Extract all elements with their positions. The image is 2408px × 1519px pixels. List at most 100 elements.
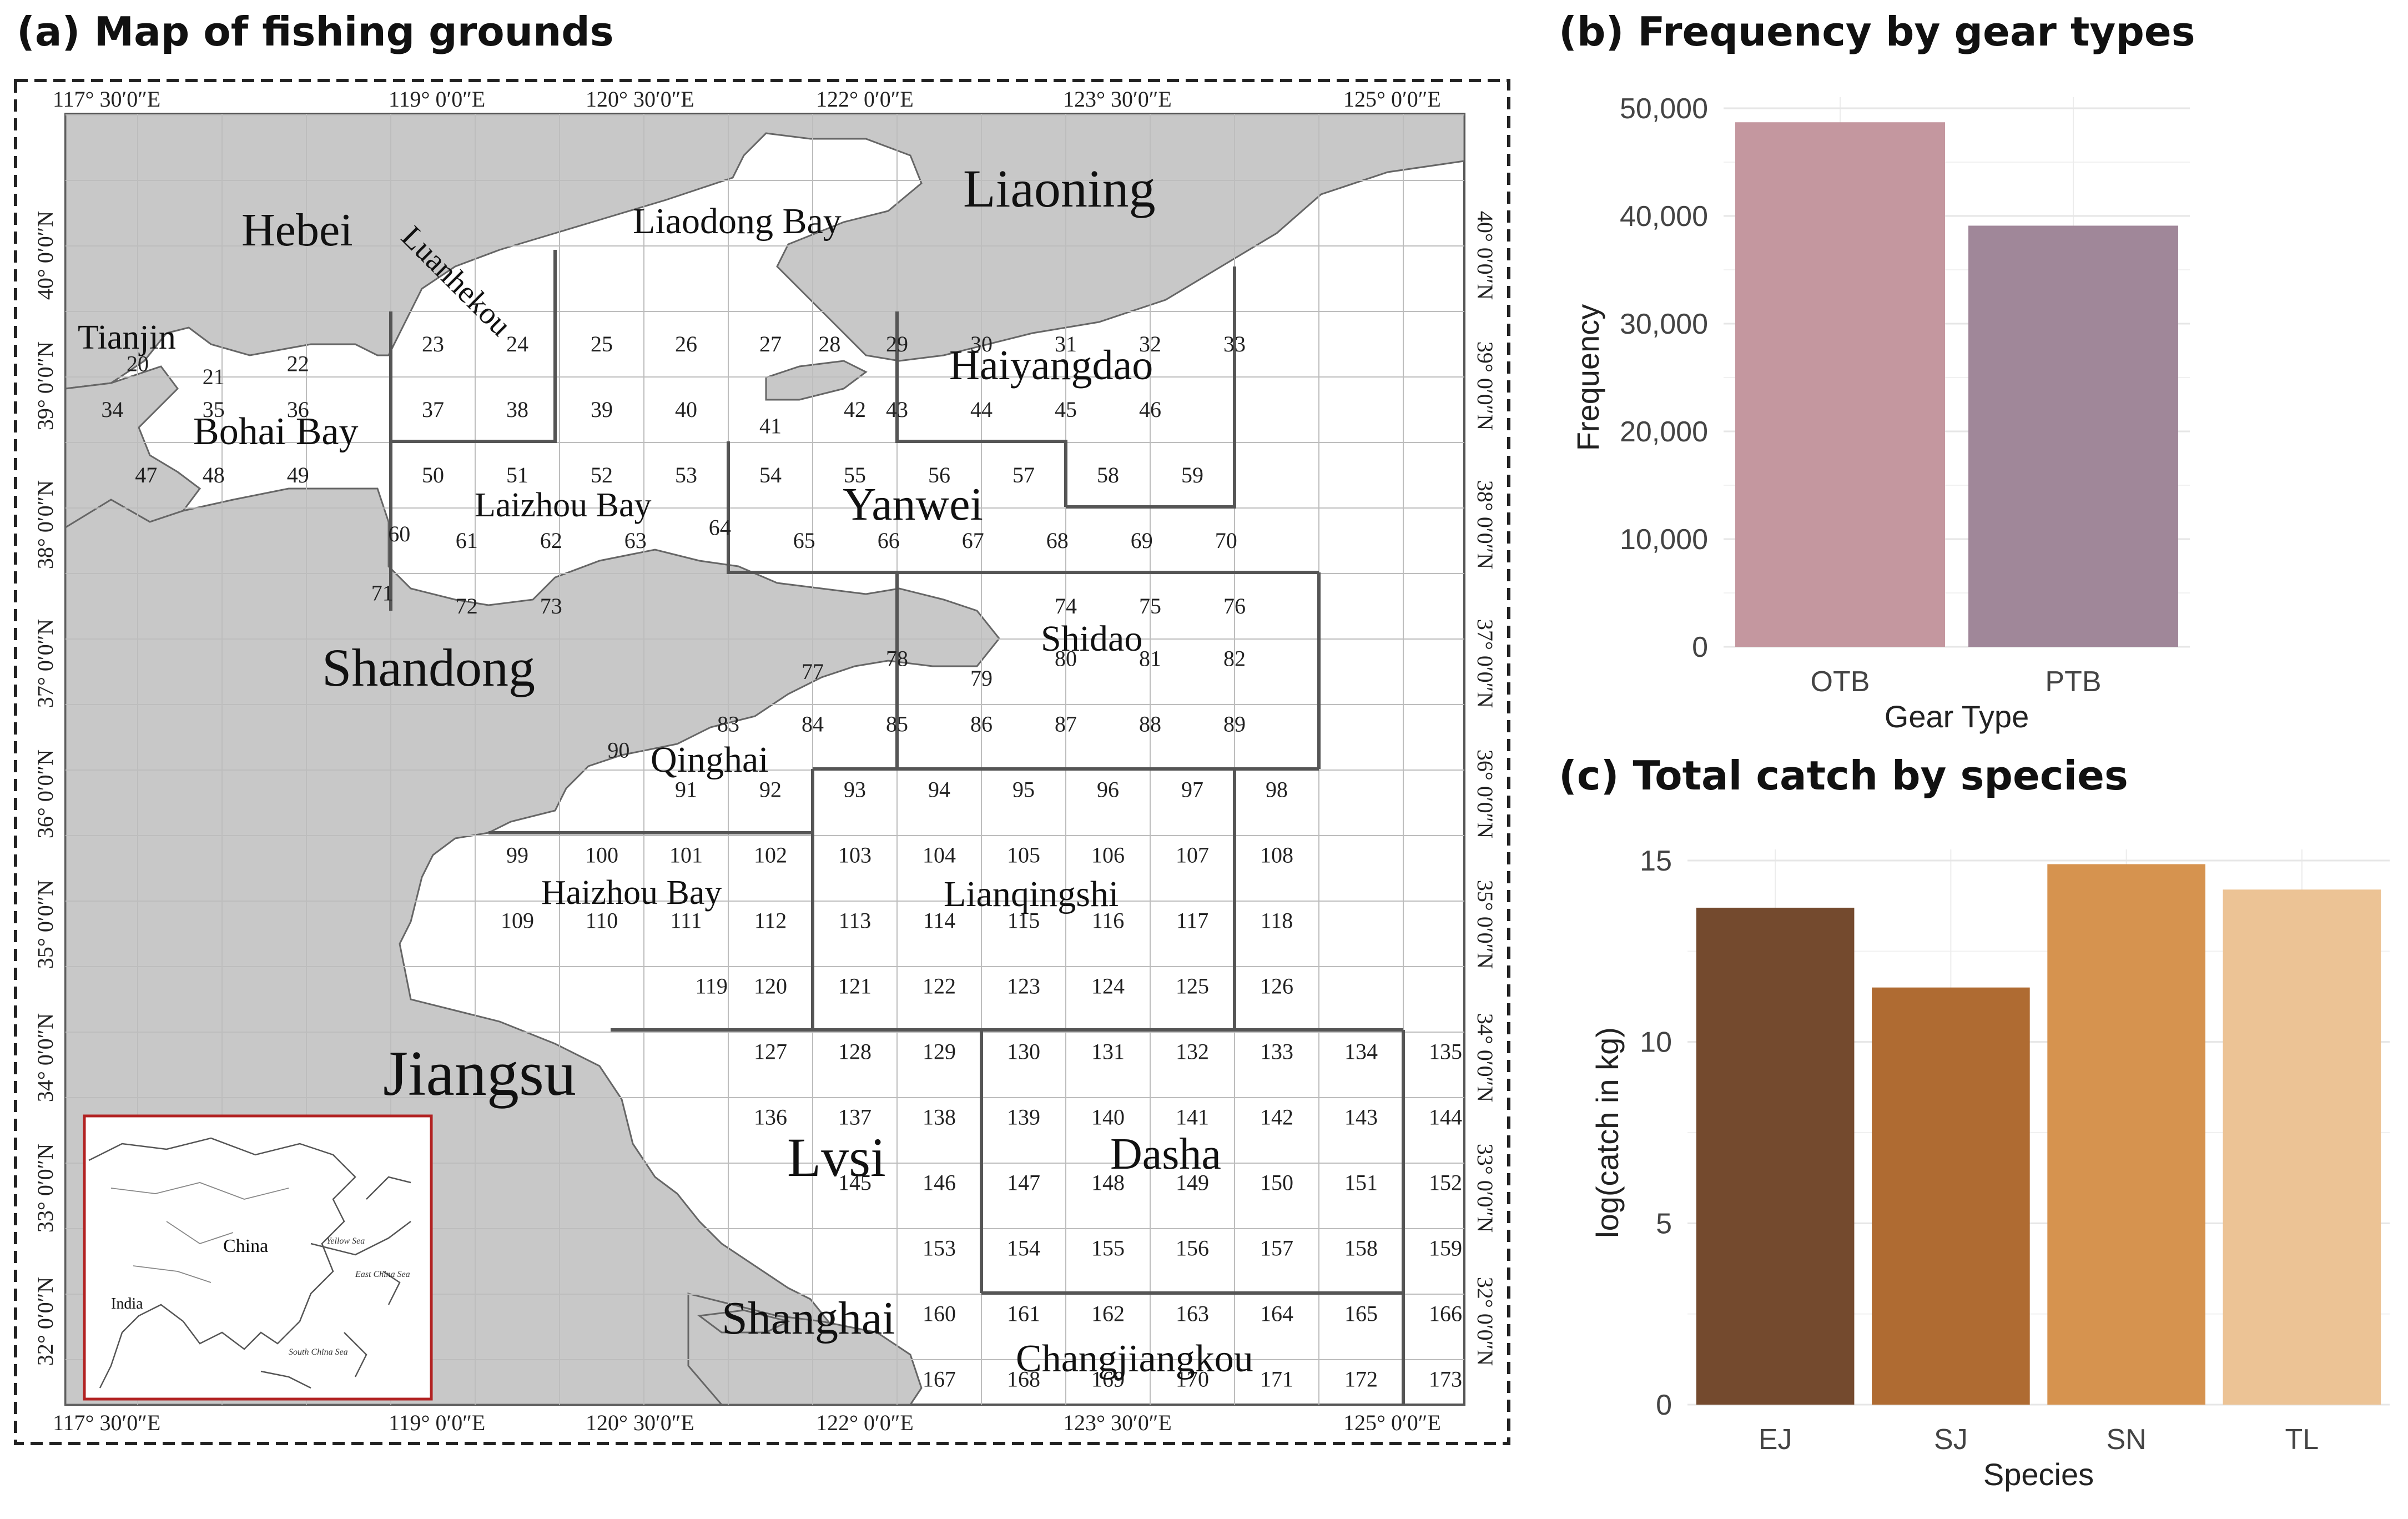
x-tick-label: TL [2285,1424,2319,1456]
grid-cell-number: 95 [1012,777,1035,802]
grid-cell-number: 152 [1429,1170,1462,1195]
lat-label-right: 36° 0′0″N [1473,750,1498,838]
grid-cell-number: 65 [793,528,815,553]
bar-otb [1735,122,1945,647]
lon-label-bottom: 117° 30′0″E [53,1410,160,1435]
inset-frame [83,1114,433,1401]
bar-tl [2223,889,2381,1405]
inset-label-china: China [223,1236,268,1256]
grid-cell-number: 142 [1260,1104,1293,1129]
zone-boundaries [389,250,1405,1405]
grid-cell-number: 107 [1176,842,1209,867]
inset-label-india: India [111,1295,143,1312]
lon-label-bottom: 123° 30′0″E [1063,1410,1172,1435]
grid-cell-number: 26 [675,331,697,356]
grid-cell-number: 112 [754,908,787,933]
grid-cell-number: 62 [540,528,562,553]
grid-cell-number: 47 [135,462,157,487]
lat-label-right: 37° 0′0″N [1473,619,1498,708]
grid-cell-number: 91 [675,777,697,802]
grid-cell-number: 120 [754,973,787,998]
bar-sn [2047,864,2205,1405]
lat-label-left: 40° 0′0″N [33,211,58,300]
grid-cell-number: 29 [886,331,908,356]
lat-label-right: 32° 0′0″N [1473,1277,1498,1366]
grid-cell-number: 21 [203,364,225,389]
grid-cell-number: 70 [1215,528,1237,553]
grid-cell-number: 169 [1091,1366,1125,1391]
region-hebei: Hebei [241,204,353,256]
x-tick-label: SN [2107,1424,2147,1456]
grid-cell-labels: 20 21 22 23 24 25 26 27 28 29 30 31 32 33 34 35 36 37 38 39… [101,331,1462,1391]
grid-cell-number: 119 [695,973,728,998]
grid-cell-number: 24 [506,331,528,356]
grid-cell-number: 88 [1139,711,1161,736]
grid-cell-number: 64 [709,515,731,540]
grid-cell-number: 63 [624,528,647,553]
zone-boundary-line [1066,266,1236,509]
grid-cell-number: 160 [923,1301,956,1326]
map-panel: 20 21 22 23 24 25 26 27 28 29 30 31 32 33 34 35 36 37 38 39… [14,79,1510,1445]
grid-cell-number: 83 [717,711,739,736]
grid-cell-number: 102 [754,842,787,867]
region-laizhou-bay: Laizhou Bay [475,486,652,524]
lat-label-right: 35° 0′0″N [1473,880,1498,969]
y-tick-label: 0 [1692,631,1708,663]
grid-cell-number: 171 [1260,1366,1293,1391]
grid-cell-number: 157 [1260,1235,1293,1260]
grid-cell-number: 94 [928,777,950,802]
grid-cell-number: 131 [1091,1039,1125,1064]
grid-cell-number: 126 [1260,973,1293,998]
grid-cell-number: 55 [844,462,866,487]
region-shidao: Shidao [1041,618,1142,659]
grid-cell-number: 108 [1260,842,1293,867]
grid-cell-number: 67 [962,528,984,553]
grid-cell-number: 114 [923,908,956,933]
lon-label-top: 120° 30′0″E [586,87,694,112]
lat-label-left: 33° 0′0″N [33,1144,58,1233]
grid-cell-number: 93 [844,777,866,802]
lat-label-right: 39° 0′0″N [1473,341,1498,430]
grid-cell-number: 49 [287,462,309,487]
grid-cell-number: 135 [1429,1039,1462,1064]
lat-label-left: 38° 0′0″N [33,480,58,569]
grid-cell-number: 121 [838,973,871,998]
grid-cell-number: 22 [287,351,309,376]
region-liaoning: Liaoning [963,159,1156,218]
grid-cell-number: 149 [1176,1170,1209,1195]
region-jiangsu: Jiangsu [383,1038,576,1109]
panel-a-title: (a) Map of fishing grounds [17,8,614,55]
grid-cell-number: 33 [1223,331,1246,356]
grid-cell-number: 60 [388,521,410,546]
grid-cell-number: 57 [1012,462,1035,487]
land-liaodong-island [765,360,868,401]
region-yanwei: Yanwei [843,479,983,530]
inset-borders [110,1182,289,1283]
grid-cell-number: 140 [1091,1104,1125,1129]
grid-cell-number: 25 [591,331,613,356]
grid-cell-number: 166 [1429,1301,1462,1326]
grid-cell-number: 73 [540,593,562,618]
grid-cell-number: 111 [670,908,702,933]
grid-cell-number: 147 [1007,1170,1040,1195]
y-tick-label: 0 [1656,1389,1672,1421]
zone-boundary-line [895,311,1067,507]
grid-cell-number: 44 [970,397,993,422]
lat-label-right: 40° 0′0″N [1473,211,1498,300]
grid-cell-number: 101 [669,842,703,867]
chart-catch-by-species: 0 5 10 15 EJ SJ SN TL Species log(catch in kg) [1590,845,2390,1492]
grid-cell-number: 163 [1176,1301,1209,1326]
lat-label-left: 35° 0′0″N [33,880,58,969]
chart-frequency-by-gear: 0 10,000 20,000 30,000 40,000 50,000 OTB PTB Gea… [1570,93,2190,734]
grid-cell-number: 85 [886,711,908,736]
grid-cell-number: 40 [675,397,697,422]
grid-cell-number: 36 [287,397,309,422]
grid-cell-number: 72 [456,593,478,618]
grid-cell-number: 123 [1007,973,1040,998]
grid-cell-number: 39 [591,397,613,422]
land-changjiang-island [697,1309,791,1334]
grid-cell-number: 122 [923,973,956,998]
grid-cell-number: 54 [759,462,782,487]
grid-cell-number: 31 [1055,331,1077,356]
